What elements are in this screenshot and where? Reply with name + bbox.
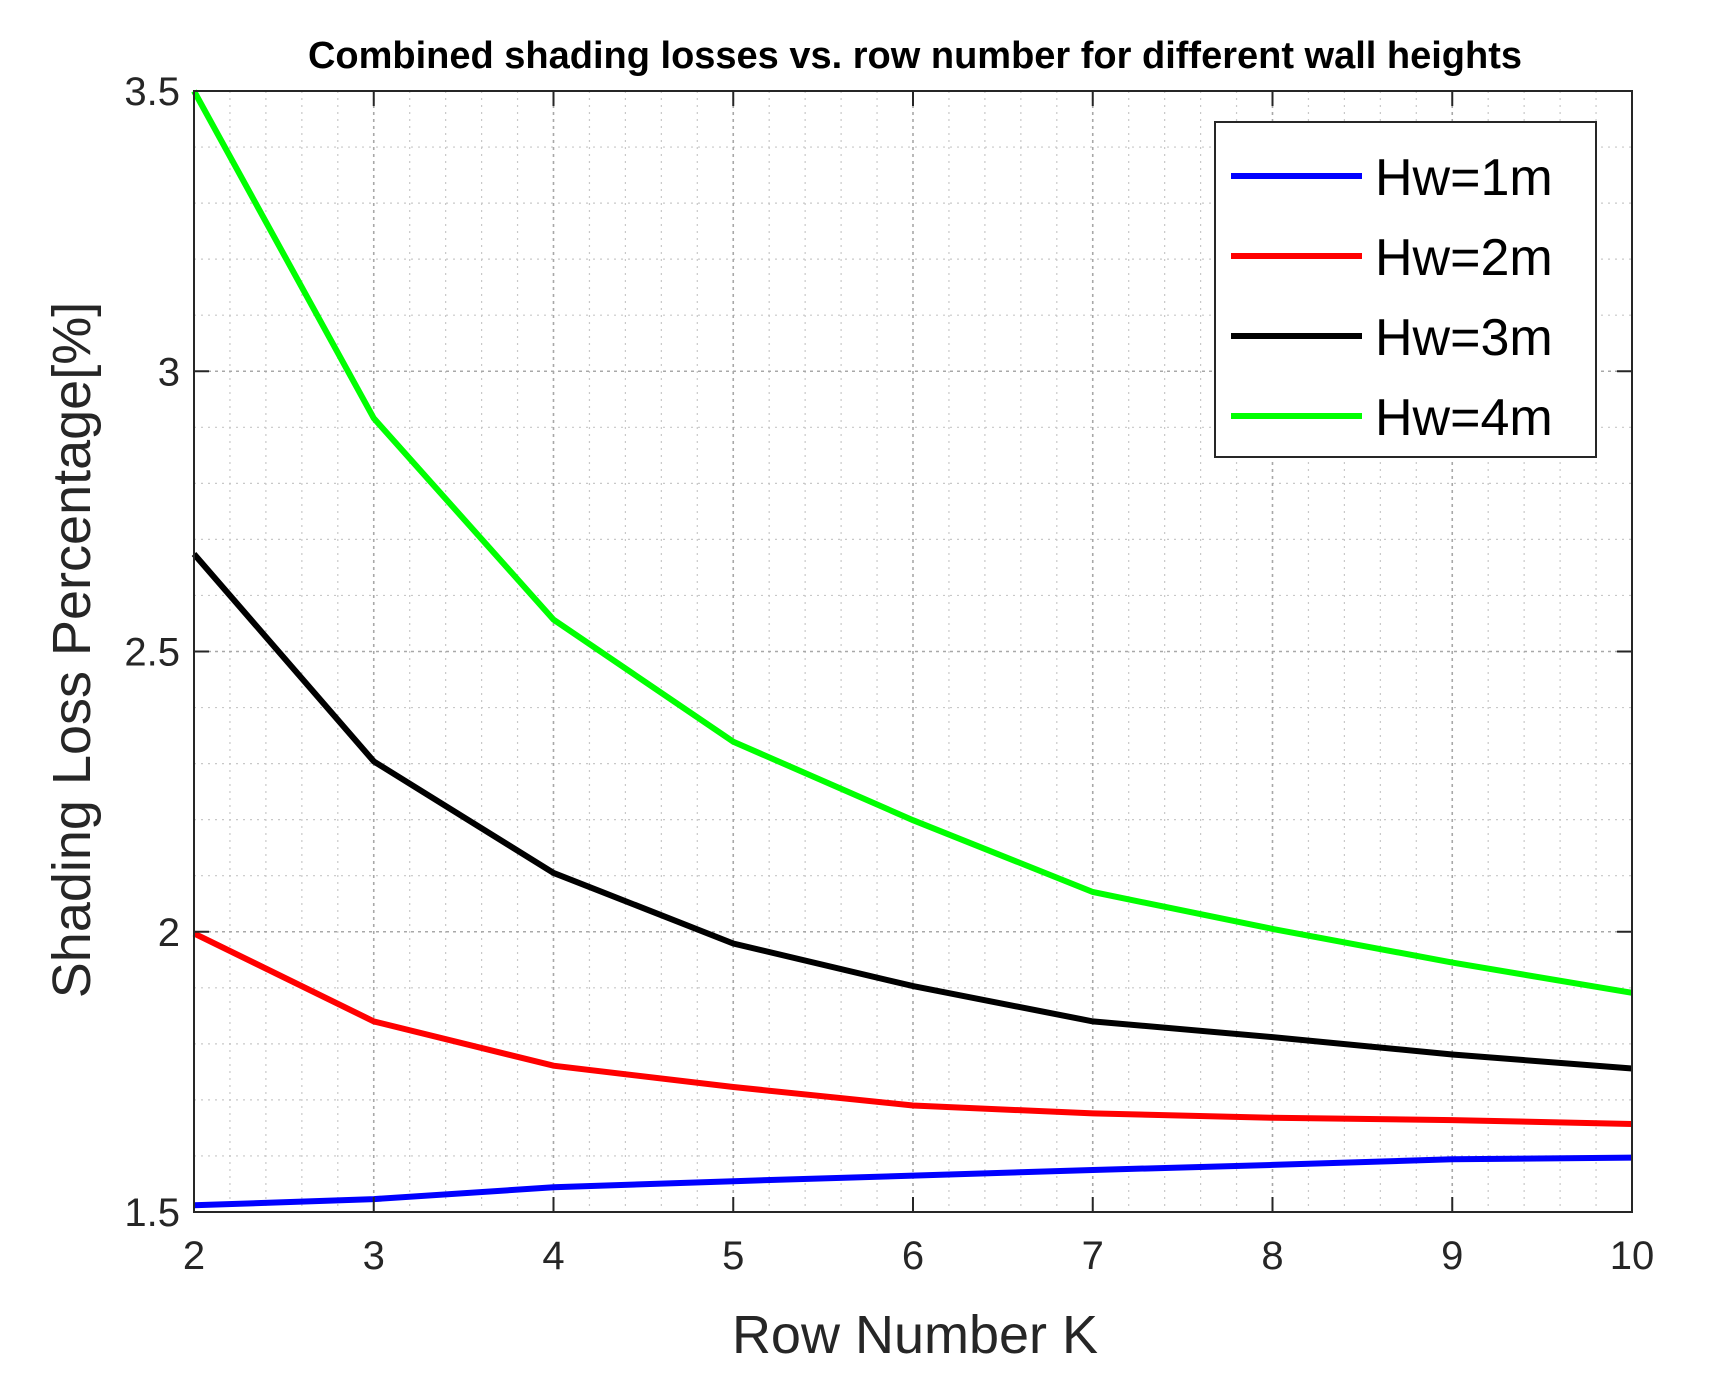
legend: Hw=1m Hw=2m Hw=3m Hw=4m xyxy=(1214,121,1597,458)
x-tick-label: 3 xyxy=(363,1234,385,1278)
legend-label: Hw=1m xyxy=(1375,149,1553,207)
y-tick-label: 2 xyxy=(158,911,180,955)
x-tick-label: 8 xyxy=(1261,1234,1283,1278)
x-tick-label: 10 xyxy=(1610,1234,1655,1278)
x-tick-labels: 2 3 4 5 6 7 8 9 10 xyxy=(183,1234,1654,1278)
y-tick-labels: 1.5 2 2.5 3 3.5 xyxy=(124,70,180,1235)
y-tick-label: 2.5 xyxy=(124,631,180,675)
x-tick-label: 7 xyxy=(1082,1234,1104,1278)
series-line-hw-4m xyxy=(191,89,1633,996)
y-tick-label: 1.5 xyxy=(124,1191,180,1235)
x-axis-label: Row Number K xyxy=(732,1305,1098,1365)
legend-label: Hw=4m xyxy=(1375,389,1553,447)
legend-label: Hw=2m xyxy=(1375,229,1553,287)
chart-title: Combined shading losses vs. row number f… xyxy=(308,35,1522,77)
x-tick-label: 2 xyxy=(183,1234,205,1278)
y-tick-label: 3.5 xyxy=(124,70,180,114)
series-lines xyxy=(191,89,1633,1209)
legend-label: Hw=3m xyxy=(1375,309,1553,367)
series-line-hw-2m xyxy=(192,930,1633,1127)
series-line-hw-1m xyxy=(193,1154,1633,1209)
x-tick-label: 4 xyxy=(542,1234,564,1278)
series-line-hw-3m xyxy=(191,552,1633,1072)
y-tick-label: 3 xyxy=(158,350,180,394)
y-axis-label: Shading Loss Percentage[%] xyxy=(42,302,102,998)
x-tick-label: 9 xyxy=(1441,1234,1463,1278)
ticks xyxy=(193,90,1633,1213)
x-tick-label: 5 xyxy=(722,1234,744,1278)
x-tick-label: 6 xyxy=(902,1234,924,1278)
